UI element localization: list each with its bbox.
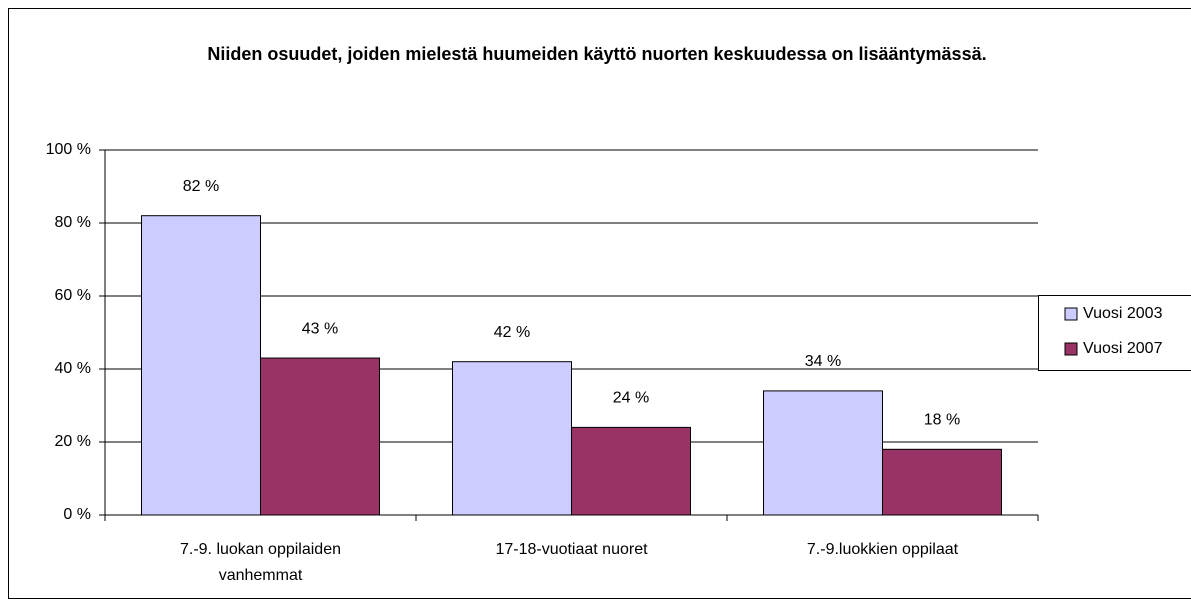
- y-tick-label: 40 %: [55, 360, 91, 377]
- bar: [141, 215, 261, 516]
- legend-swatch: [1064, 307, 1078, 321]
- data-label: 18 %: [924, 412, 960, 429]
- bar: [763, 390, 883, 516]
- y-tick-label: 60 %: [55, 287, 91, 304]
- data-label: 42 %: [494, 324, 530, 341]
- bar: [452, 361, 572, 516]
- y-tick-label: 20 %: [55, 433, 91, 450]
- data-label: 24 %: [613, 390, 649, 407]
- chart-title: Niiden osuudet, joiden mielestä huumeide…: [207, 44, 987, 64]
- y-tick-label: 100 %: [46, 141, 91, 158]
- legend-box: [1038, 295, 1191, 371]
- x-tick-label: 17-18-vuotiaat nuoret: [495, 541, 648, 558]
- bar: [882, 448, 1002, 516]
- data-label: 34 %: [805, 353, 841, 370]
- legend-label: Vuosi 2007: [1083, 340, 1163, 357]
- legend-swatch: [1064, 342, 1078, 356]
- bar: [571, 426, 691, 516]
- x-tick-label: 7.-9. luokan oppilaiden vanhemmat: [179, 541, 341, 584]
- x-tick-label: 7.-9.luokkien oppilaat: [806, 541, 959, 558]
- data-label: 43 %: [302, 320, 338, 337]
- y-tick-label: 0 %: [63, 506, 91, 523]
- legend-label: Vuosi 2003: [1083, 305, 1163, 322]
- bar: [260, 357, 380, 516]
- y-tick-label: 80 %: [55, 214, 91, 231]
- data-label: 82 %: [183, 178, 219, 195]
